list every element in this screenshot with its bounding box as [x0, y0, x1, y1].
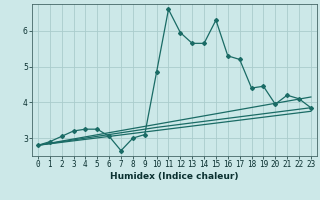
X-axis label: Humidex (Indice chaleur): Humidex (Indice chaleur) [110, 172, 239, 181]
